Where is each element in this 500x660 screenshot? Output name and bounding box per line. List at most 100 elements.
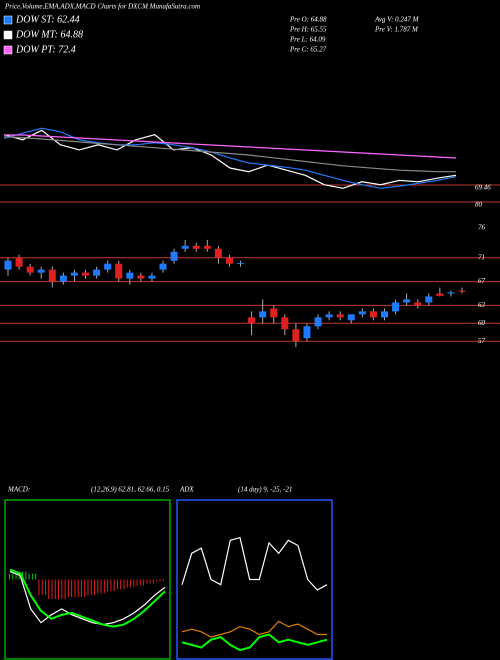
panel-border [176, 499, 333, 660]
legend-label: DOW PT: 72.4 [15, 44, 76, 55]
level-label: 80 [475, 201, 483, 209]
macd-bar [162, 579, 164, 582]
info-text: Pre C: 65.27 [289, 46, 327, 54]
macd-bar [94, 579, 96, 596]
candle-body [225, 257, 233, 264]
series-line [3, 136, 456, 173]
macd-bar [84, 579, 86, 598]
candle-body [237, 263, 245, 265]
candle-body [181, 245, 189, 249]
candle-body [93, 269, 101, 276]
macd-bar [149, 579, 151, 584]
macd-bar [113, 579, 115, 592]
candle-body [70, 272, 78, 276]
macd-bar [12, 573, 14, 580]
candle-body [104, 263, 112, 270]
candle-body [281, 317, 289, 330]
series-line [3, 127, 457, 189]
macd-bar [64, 579, 66, 600]
candle-body [148, 275, 156, 279]
candle-body [380, 311, 388, 318]
series-line [181, 536, 328, 591]
candle-body [458, 290, 466, 292]
macd-bar [100, 579, 102, 594]
candle-body [436, 293, 444, 296]
candle-body [248, 317, 256, 324]
series-line [4, 134, 457, 159]
macd-bar [133, 579, 135, 588]
candle-body [15, 257, 23, 267]
macd-bar [44, 579, 46, 596]
macd-bar [80, 579, 82, 598]
macd-bar [67, 579, 69, 598]
candle-body [37, 269, 45, 273]
candle-body [82, 272, 90, 276]
series-line [181, 633, 328, 652]
info-text: Avg V: 0.247 M [374, 16, 420, 24]
macd-bar [71, 579, 73, 598]
info-text: Pre L: 64.09 [289, 36, 326, 44]
macd-bar [87, 579, 89, 596]
macd-bar [48, 579, 50, 600]
y-tick-label: 76 [478, 224, 486, 232]
candle-body [325, 314, 333, 318]
candle-body [425, 296, 433, 303]
candle-body [447, 292, 455, 294]
y-tick-label: 71 [478, 253, 485, 261]
legend-label: DOW MT: 64.88 [15, 29, 83, 40]
macd-bar [25, 571, 27, 580]
page-title: Price,Volume,EMA,ADX,MACD Charts for DXC… [4, 3, 200, 11]
y-tick-label: 57 [478, 337, 486, 345]
candle-body [347, 314, 355, 321]
macd-bar [146, 579, 148, 584]
candle-body [403, 299, 411, 303]
macd-bar [107, 579, 109, 592]
macd-bar [159, 579, 161, 582]
candle-body [137, 275, 145, 279]
series-line [9, 571, 166, 626]
candle-body [292, 329, 300, 342]
macd-bar [9, 573, 10, 580]
candle-body [369, 311, 377, 318]
macd-bar [22, 571, 24, 580]
candle-body [159, 263, 167, 270]
candle-body [303, 326, 311, 339]
macd-bar [97, 579, 99, 594]
candle-body [59, 275, 67, 282]
y-tick-label: 60 [478, 319, 486, 327]
y-tick-label: 67 [478, 277, 486, 285]
candle-body [48, 269, 56, 282]
candle-body [358, 311, 366, 315]
macd-bar [38, 579, 40, 596]
panel-subtitle: (12,26,9) 62.81, 62.66, 0.15 [91, 486, 170, 494]
macd-bar [15, 573, 17, 580]
info-text: Pre O: 64.88 [289, 16, 327, 24]
macd-bar [74, 579, 76, 598]
macd-bar [54, 579, 56, 600]
candle-body [126, 272, 134, 279]
macd-bar [31, 573, 33, 580]
series-line [9, 568, 166, 628]
candle-body [270, 308, 278, 318]
macd-bar [61, 579, 63, 600]
macd-bar [120, 579, 122, 590]
candle-body [170, 251, 178, 261]
macd-bar [143, 579, 145, 586]
panel-border [4, 499, 171, 660]
candle-body [414, 302, 422, 306]
macd-bar [136, 579, 138, 586]
macd-bar [77, 579, 79, 598]
macd-bar [116, 579, 118, 590]
macd-bar [126, 579, 128, 588]
macd-bar [130, 579, 132, 588]
legend-swatch [3, 45, 13, 55]
info-text: Pre H: 65.55 [289, 26, 327, 34]
panel-subtitle: (14 day) 9, -25, -21 [238, 486, 292, 494]
macd-bar [139, 579, 141, 586]
info-text: Pre V: 1.787 M [374, 26, 419, 34]
legend-swatch [3, 30, 13, 40]
macd-bar [152, 579, 154, 584]
candle-body [203, 245, 211, 249]
level-label: 69.46 [475, 184, 491, 192]
